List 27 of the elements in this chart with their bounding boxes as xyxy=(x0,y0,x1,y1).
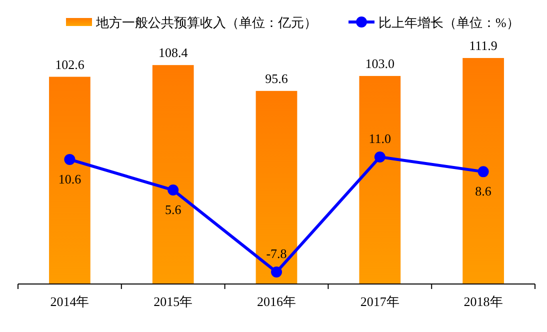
point xyxy=(168,184,179,196)
bar xyxy=(152,65,194,284)
bar xyxy=(462,58,504,284)
bar xyxy=(256,90,298,284)
data-label: 10.6 xyxy=(58,171,82,186)
data-label: -7.8 xyxy=(266,246,287,261)
x-tick-label: 2016年 xyxy=(257,294,296,309)
point xyxy=(478,166,489,178)
x-tick-label: 2014年 xyxy=(50,294,90,309)
point xyxy=(374,152,386,162)
data-label: 5.6 xyxy=(164,202,182,218)
data-label: 11.0 xyxy=(368,131,392,146)
point xyxy=(64,154,76,165)
data-label: 8.6 xyxy=(475,184,492,199)
x-tick-label: 2017年 xyxy=(360,294,400,309)
data-label: 103.0 xyxy=(365,56,395,71)
bar xyxy=(359,76,401,284)
data-label: 111.9 xyxy=(469,38,498,53)
legend-label: 地方一般公共预算收入（单位：亿元） xyxy=(95,15,317,30)
data-label: 95.6 xyxy=(265,70,288,86)
x-tick-label: 2018年 xyxy=(464,294,503,309)
bar xyxy=(49,76,90,284)
data-label: 108.4 xyxy=(158,45,188,60)
data-label: 102.6 xyxy=(55,56,85,72)
legend-label: 比上年增长（单位：%） xyxy=(378,15,520,30)
point xyxy=(271,266,282,278)
x-tick-label: 2015年 xyxy=(154,294,193,309)
